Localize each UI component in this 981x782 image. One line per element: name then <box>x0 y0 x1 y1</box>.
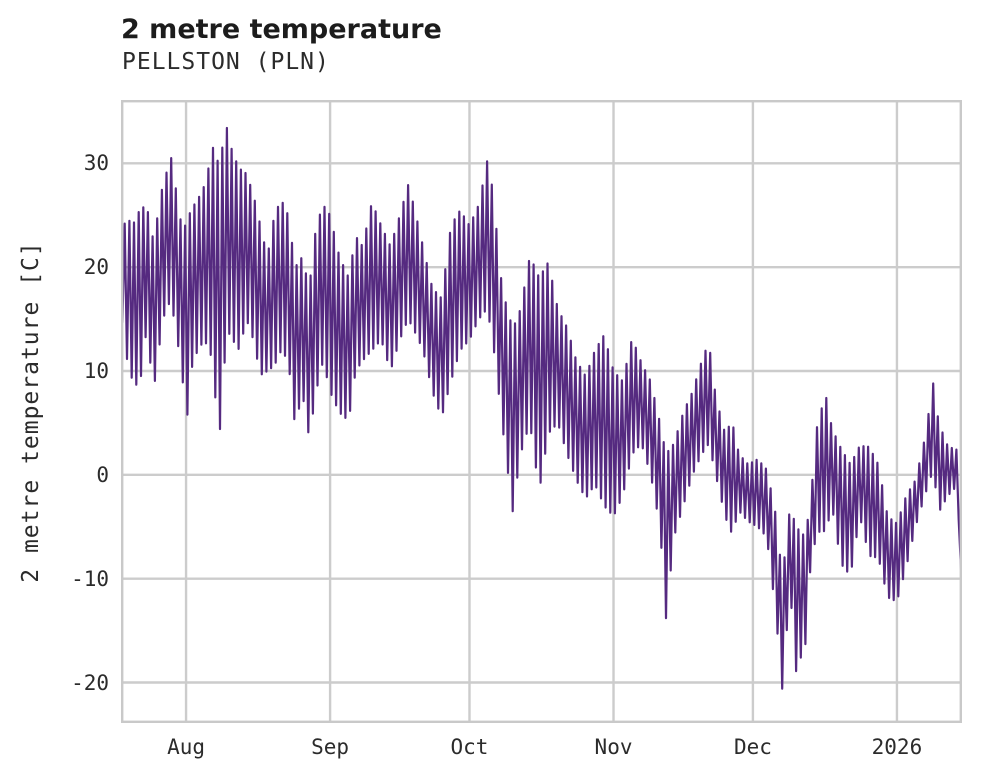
y-tick-label: 0 <box>96 462 109 487</box>
y-tick-label: 30 <box>83 151 109 176</box>
x-tick-label: 2026 <box>871 735 923 759</box>
y-tick-label: -10 <box>71 566 109 591</box>
x-tick-label: Dec <box>733 735 772 759</box>
y-tick-label: 10 <box>83 359 109 383</box>
y-axis-label: 2 metre temperature [C] <box>18 241 44 583</box>
y-tick-label: 20 <box>83 255 109 280</box>
x-tick-label: Aug <box>167 735 206 759</box>
y-tick-label: -20 <box>71 670 109 695</box>
temperature-line-chart <box>121 100 962 723</box>
x-tick-label: Sep <box>311 735 350 759</box>
x-tick-label: Nov <box>594 735 633 759</box>
chart-subtitle: PELLSTON (PLN) <box>122 49 330 75</box>
x-tick-label: Oct <box>450 735 489 759</box>
temperature-series-line <box>121 126 962 690</box>
plot-border <box>121 100 962 723</box>
chart-title: 2 metre temperature <box>121 14 442 45</box>
